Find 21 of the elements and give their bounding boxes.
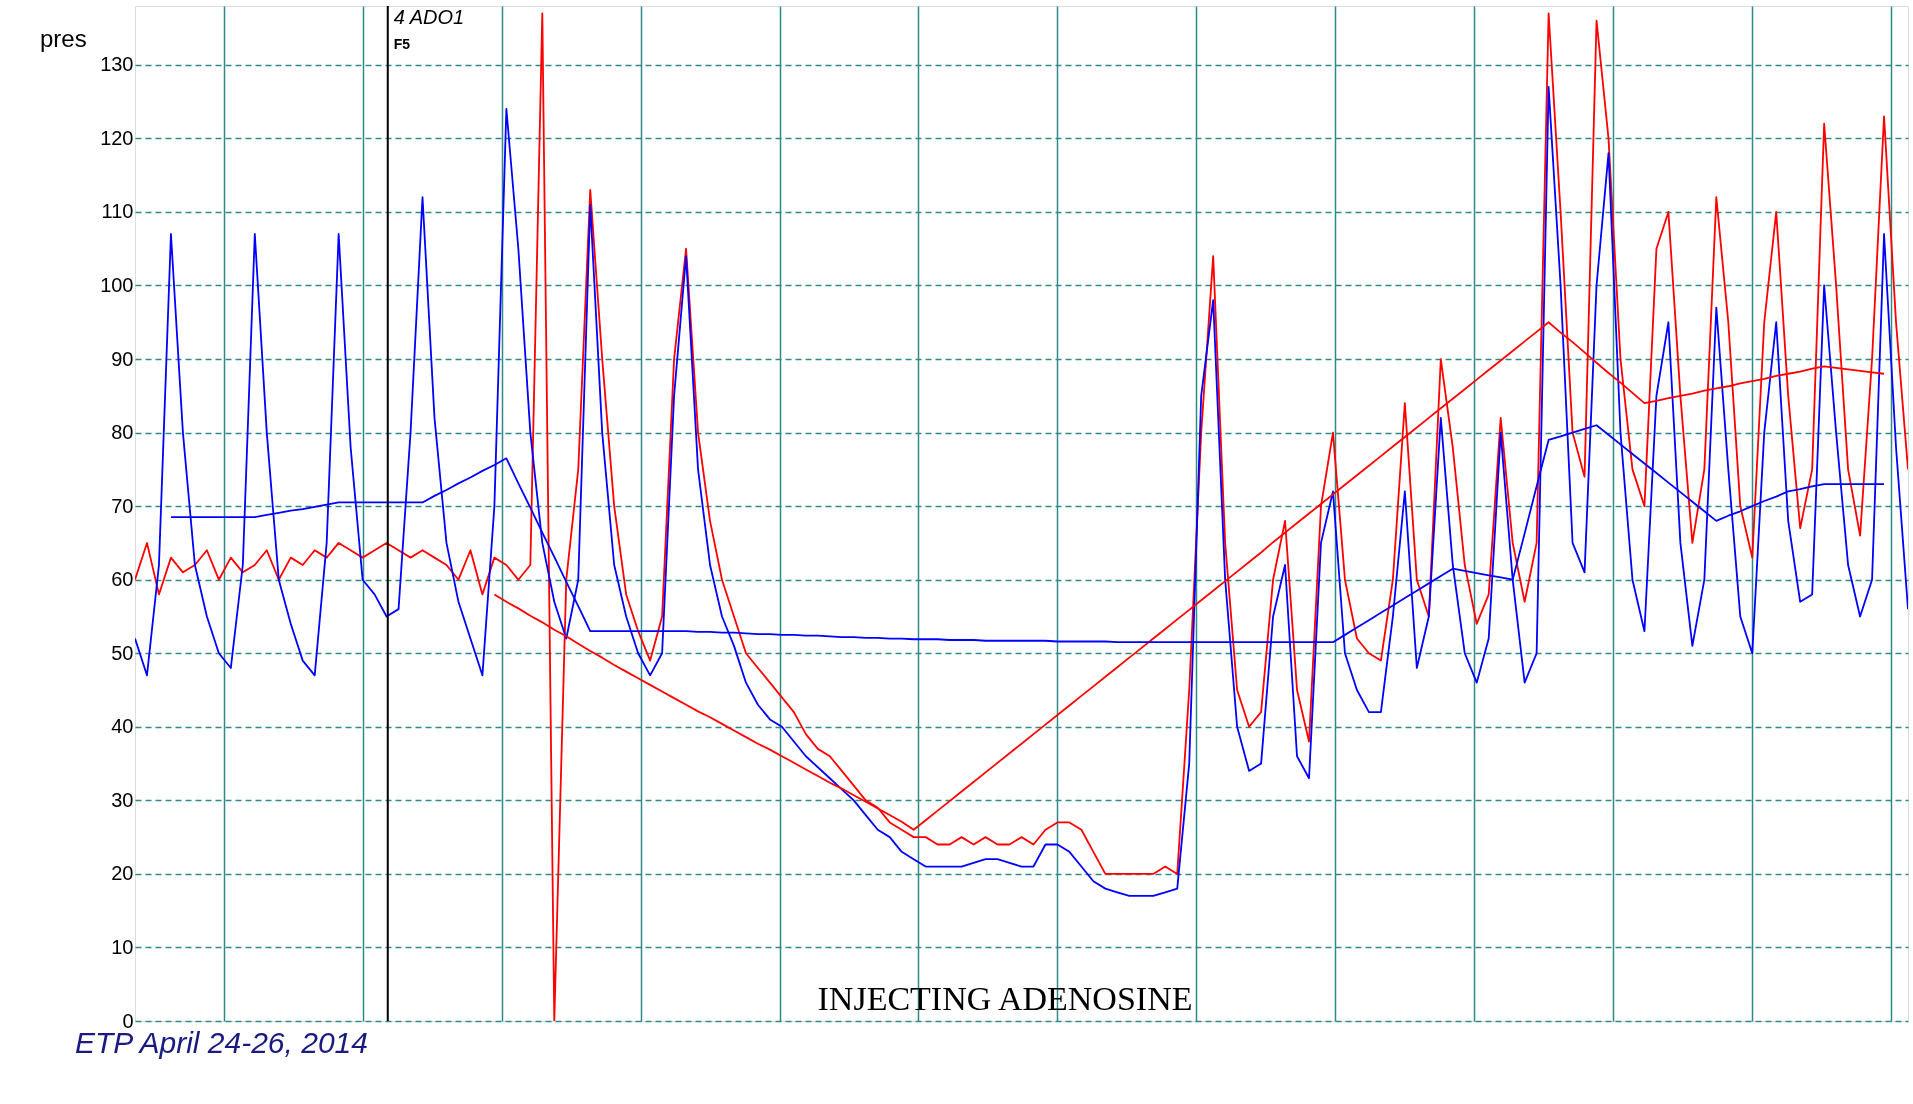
line-series [135, 86, 1908, 897]
y-tick-label: 100 [100, 273, 134, 296]
y-tick-label: 70 [111, 494, 134, 517]
y-tick-label: 80 [111, 421, 134, 444]
y-tick-label: 10 [111, 935, 134, 958]
line-series [170, 424, 1885, 644]
line-series [135, 12, 1908, 1021]
y-axis-title: pres [40, 25, 87, 52]
y-tick-label: 90 [111, 347, 134, 370]
annotation: 4 ADO1 [393, 6, 465, 28]
y-tick-label: 0 [122, 1009, 134, 1032]
annotation: F5 [393, 36, 411, 52]
y-tick-label: 30 [111, 788, 134, 811]
y-tick-label: 50 [111, 641, 134, 664]
line-series [493, 321, 1885, 831]
y-tick-label: 110 [101, 200, 134, 223]
y-tick-label: 40 [111, 715, 134, 738]
y-tick-label: 60 [111, 568, 134, 591]
y-tick-label: 20 [111, 862, 134, 885]
y-tick-label: 130 [100, 53, 134, 76]
y-tick-label: 120 [100, 126, 134, 149]
